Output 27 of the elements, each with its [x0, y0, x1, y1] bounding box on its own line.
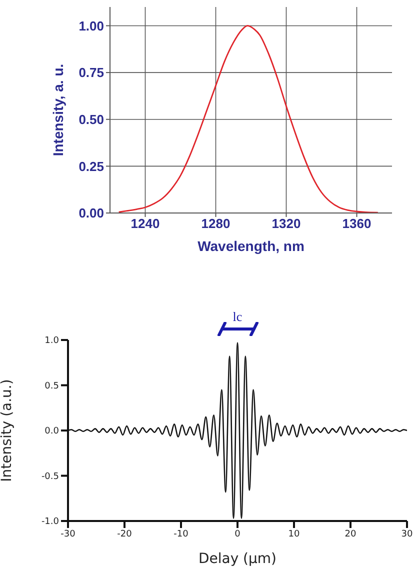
y-tick-label: -1.0 [41, 517, 60, 528]
line-series [118, 25, 379, 213]
y-tick-label: 0.00 [78, 206, 104, 221]
y-tick-label: 0.0 [44, 426, 60, 437]
x-tick-label: 1280 [201, 216, 230, 232]
y-axis-title: Intensity (a.u.) [0, 379, 15, 482]
x-tick-label: 10 [288, 529, 300, 540]
x-tick-label: 1320 [272, 216, 301, 232]
x-tick-label: 1360 [342, 216, 372, 232]
y-tick-label: 0.50 [78, 112, 104, 127]
x-axis-title: Delay (μm) [198, 551, 277, 567]
x-tick-label: 30 [401, 529, 413, 540]
y-tick-label: 0.75 [78, 65, 104, 80]
x-tick-label: -10 [174, 529, 189, 540]
y-tick-label: 1.00 [78, 18, 104, 34]
y-tick-label: -0.5 [41, 472, 59, 482]
y-tick-label: 0.25 [78, 158, 104, 174]
x-tick-label: -30 [60, 529, 76, 540]
text: lc [232, 309, 244, 324]
y-axis-title: Intensity, a. u. [50, 64, 66, 156]
x-tick-label: 1240 [130, 216, 160, 232]
y-tick-label: 1.0 [44, 336, 60, 346]
x-axis-title: Wavelength, nm [198, 238, 304, 254]
y-tick-label: 0.5 [44, 381, 59, 392]
x-tick-label: -20 [117, 529, 132, 540]
x-tick-label: 0 [234, 529, 241, 540]
x-tick-label: 20 [344, 529, 356, 540]
